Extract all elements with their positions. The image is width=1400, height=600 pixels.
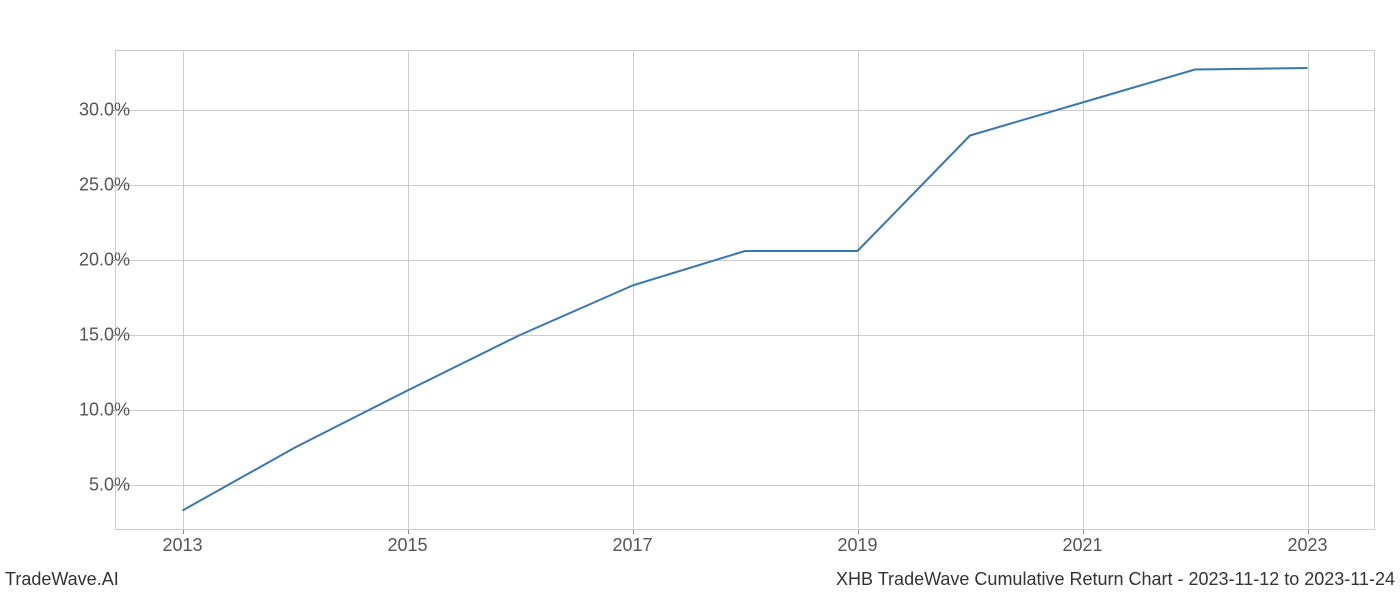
x-tick-mark <box>1083 530 1084 534</box>
x-tick-label: 2013 <box>162 535 202 556</box>
x-tick-mark <box>633 530 634 534</box>
x-tick-label: 2023 <box>1287 535 1327 556</box>
x-tick-mark <box>1308 530 1309 534</box>
y-tick-mark <box>111 410 115 411</box>
y-tick-mark <box>111 260 115 261</box>
y-tick-mark <box>111 485 115 486</box>
x-tick-label: 2015 <box>387 535 427 556</box>
chart-plot-area <box>115 50 1375 530</box>
data-line <box>115 50 1375 530</box>
y-tick-label: 30.0% <box>30 100 130 121</box>
x-tick-mark <box>408 530 409 534</box>
y-tick-label: 25.0% <box>30 175 130 196</box>
x-tick-mark <box>858 530 859 534</box>
y-tick-label: 15.0% <box>30 325 130 346</box>
y-tick-label: 20.0% <box>30 250 130 271</box>
footer-watermark-left: TradeWave.AI <box>5 569 119 590</box>
x-tick-label: 2019 <box>837 535 877 556</box>
y-tick-label: 10.0% <box>30 400 130 421</box>
footer-title-right: XHB TradeWave Cumulative Return Chart - … <box>836 569 1395 590</box>
y-tick-mark <box>111 110 115 111</box>
x-tick-label: 2017 <box>612 535 652 556</box>
y-tick-label: 5.0% <box>30 475 130 496</box>
series-line <box>183 68 1308 511</box>
x-tick-mark <box>183 530 184 534</box>
x-tick-label: 2021 <box>1062 535 1102 556</box>
y-tick-mark <box>111 185 115 186</box>
y-tick-mark <box>111 335 115 336</box>
